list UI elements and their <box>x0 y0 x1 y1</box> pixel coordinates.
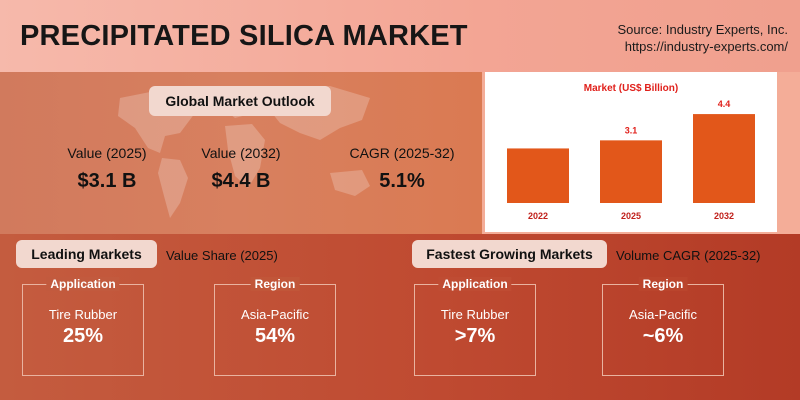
metric-value: $3.1 B <box>77 170 137 192</box>
source-name: Source: Industry Experts, Inc. <box>617 22 788 37</box>
metric-label: CAGR (2025-32) <box>349 145 455 161</box>
card-value: ~6% <box>642 325 684 347</box>
leading-region-card: Region Asia-Pacific 54% <box>214 277 336 376</box>
metric-value: $4.4 B <box>211 170 271 192</box>
x-tick-2025: 2025 <box>621 211 641 221</box>
metric-value-2032: Value (2032) $4.4 B <box>186 145 296 193</box>
card-value: >7% <box>454 325 496 347</box>
card-name: Asia-Pacific <box>629 307 697 322</box>
card-name: Tire Rubber <box>440 307 510 322</box>
x-tick-2032: 2032 <box>714 211 734 221</box>
fastest-application-card: Application Tire Rubber >7% <box>414 277 536 376</box>
header-banner <box>0 0 800 72</box>
card-value: 25% <box>62 325 104 347</box>
data-label-2032: 4.4 <box>718 99 731 109</box>
chart-title: Market (US$ Billion) <box>584 83 678 94</box>
bar-2022 <box>507 148 569 203</box>
card-category: Region <box>638 277 688 291</box>
metric-label: Value (2025) <box>67 145 147 161</box>
metric-cagr: CAGR (2025-32) 5.1% <box>337 145 467 193</box>
global-outlook-panel: Global Market Outlook Value (2025) $3.1 … <box>0 72 482 234</box>
metric-label: Value (2032) <box>201 145 281 161</box>
card-name: Asia-Pacific <box>241 307 309 322</box>
page-title: PRECIPITATED SILICA MARKET <box>20 20 468 52</box>
source-credit: Source: Industry Experts, Inc. https://i… <box>617 21 788 55</box>
card-value: 54% <box>254 325 296 347</box>
bar-2032 <box>693 114 755 203</box>
source-url[interactable]: https://industry-experts.com/ <box>624 39 788 54</box>
card-name: Tire Rubber <box>48 307 118 322</box>
x-tick-2022: 2022 <box>528 211 548 221</box>
outlook-heading: Global Market Outlook <box>149 86 331 116</box>
fastest-growing-subtitle: Volume CAGR (2025-32) <box>616 248 761 263</box>
fastest-region-card: Region Asia-Pacific ~6% <box>602 277 724 376</box>
chart-panel: Market (US$ Billion) 2022 3.1 2025 4.4 2032 <box>485 72 777 232</box>
card-category: Application <box>46 277 120 291</box>
metric-value-2025: Value (2025) $3.1 B <box>52 145 162 193</box>
fastest-growing-heading: Fastest Growing Markets <box>412 240 607 268</box>
card-category: Region <box>250 277 300 291</box>
leading-markets-subtitle: Value Share (2025) <box>166 248 278 263</box>
leading-markets-heading: Leading Markets <box>16 240 157 268</box>
card-category: Application <box>438 277 512 291</box>
data-label-2025: 3.1 <box>625 125 638 135</box>
market-bar-chart: Market (US$ Billion) 2022 3.1 2025 4.4 2032 <box>507 83 755 221</box>
bar-2025 <box>600 140 662 203</box>
chart-area: Market (US$ Billion) 2022 3.1 2025 4.4 2032 <box>482 72 800 234</box>
leading-application-card: Application Tire Rubber 25% <box>22 277 144 376</box>
metric-value: 5.1% <box>379 170 425 192</box>
